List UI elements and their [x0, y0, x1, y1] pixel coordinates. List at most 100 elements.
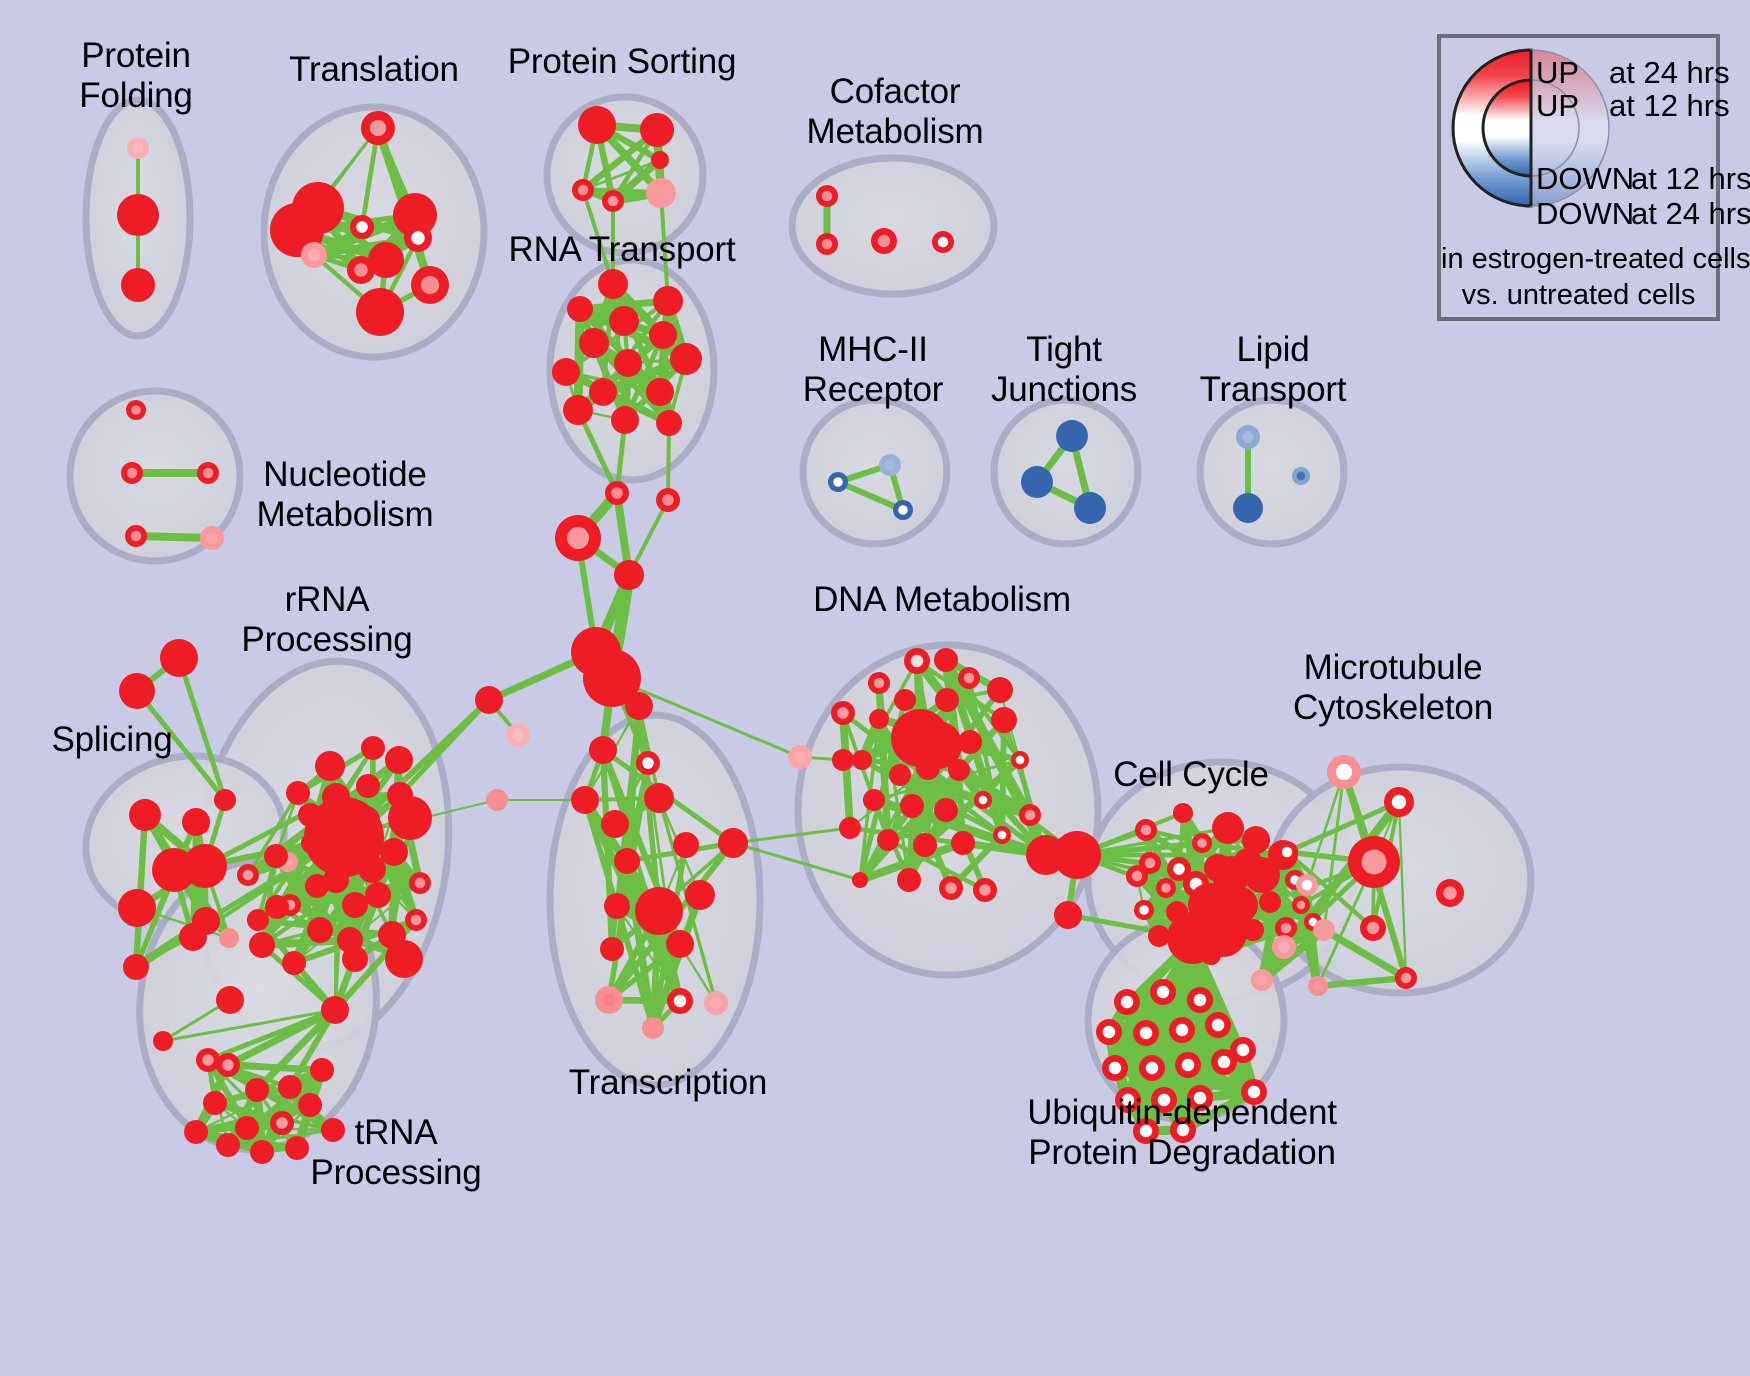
network-node[interactable] — [249, 932, 275, 958]
network-node[interactable] — [1259, 891, 1281, 913]
network-node[interactable] — [160, 639, 198, 677]
network-node[interactable] — [788, 745, 812, 769]
network-node[interactable] — [1236, 425, 1260, 449]
network-node[interactable] — [121, 268, 155, 302]
network-node[interactable] — [125, 525, 147, 547]
network-node[interactable] — [286, 781, 310, 805]
network-node[interactable] — [871, 228, 897, 254]
network-node[interactable] — [951, 831, 975, 855]
network-node[interactable] — [270, 1111, 294, 1135]
network-node[interactable] — [323, 867, 349, 893]
network-node[interactable] — [411, 266, 449, 304]
network-node[interactable] — [1102, 1055, 1128, 1081]
network-node[interactable] — [1134, 900, 1154, 920]
network-node[interactable] — [1313, 919, 1335, 941]
network-node[interactable] — [571, 786, 599, 814]
network-node[interactable] — [673, 832, 699, 858]
network-node[interactable] — [1156, 878, 1176, 898]
network-node[interactable] — [197, 462, 219, 484]
network-node[interactable] — [1233, 493, 1263, 523]
network-node[interactable] — [1175, 1052, 1201, 1078]
network-node[interactable] — [385, 940, 423, 978]
network-node[interactable] — [991, 707, 1017, 733]
network-node[interactable] — [816, 233, 838, 255]
network-node[interactable] — [614, 560, 644, 590]
network-node[interactable] — [904, 648, 930, 674]
network-node[interactable] — [636, 751, 660, 775]
network-node[interactable] — [1204, 854, 1232, 882]
network-node[interactable] — [1276, 841, 1298, 863]
network-node[interactable] — [974, 791, 992, 809]
network-node[interactable] — [342, 946, 368, 972]
network-node[interactable] — [321, 996, 349, 1024]
network-node[interactable] — [385, 746, 413, 774]
network-node[interactable] — [1173, 803, 1193, 823]
network-node[interactable] — [651, 151, 669, 169]
network-node[interactable] — [1096, 1019, 1122, 1045]
network-node[interactable] — [1205, 1012, 1231, 1038]
network-node[interactable] — [347, 256, 375, 284]
network-node[interactable] — [219, 928, 239, 948]
network-node[interactable] — [893, 500, 913, 520]
network-node[interactable] — [117, 194, 159, 236]
network-node[interactable] — [1167, 857, 1191, 881]
network-node[interactable] — [1169, 1017, 1195, 1043]
network-node[interactable] — [282, 951, 306, 975]
network-node[interactable] — [486, 789, 508, 811]
network-node[interactable] — [121, 462, 143, 484]
network-node[interactable] — [1021, 466, 1053, 498]
network-node[interactable] — [653, 286, 683, 316]
network-node[interactable] — [614, 349, 642, 377]
network-node[interactable] — [973, 878, 997, 902]
network-node[interactable] — [216, 1133, 240, 1157]
network-node[interactable] — [203, 1091, 227, 1115]
network-node[interactable] — [307, 917, 333, 943]
network-node[interactable] — [1234, 848, 1262, 876]
network-node[interactable] — [1296, 874, 1318, 896]
network-node[interactable] — [869, 709, 889, 729]
network-node[interactable] — [1292, 467, 1310, 485]
network-node[interactable] — [247, 909, 269, 931]
network-node[interactable] — [646, 378, 674, 406]
network-node[interactable] — [1187, 1085, 1213, 1111]
network-node[interactable] — [1275, 917, 1297, 939]
network-node[interactable] — [583, 649, 641, 707]
network-node[interactable] — [1150, 979, 1176, 1005]
network-node[interactable] — [405, 909, 427, 931]
network-node[interactable] — [278, 1075, 302, 1099]
network-node[interactable] — [393, 193, 437, 237]
network-node[interactable] — [361, 736, 385, 760]
network-node[interactable] — [993, 826, 1011, 844]
network-node[interactable] — [301, 242, 327, 268]
network-node[interactable] — [123, 954, 149, 980]
network-node[interactable] — [934, 648, 958, 672]
network-node[interactable] — [649, 321, 677, 349]
network-node[interactable] — [118, 889, 156, 927]
network-node[interactable] — [831, 701, 855, 725]
network-node[interactable] — [609, 306, 639, 336]
network-node[interactable] — [310, 1058, 334, 1082]
network-node[interactable] — [1054, 901, 1082, 929]
network-node[interactable] — [1011, 751, 1029, 769]
network-node[interactable] — [119, 673, 155, 709]
network-node[interactable] — [863, 789, 885, 811]
network-node[interactable] — [704, 991, 728, 1015]
network-node[interactable] — [1133, 1118, 1159, 1144]
network-node[interactable] — [600, 937, 624, 961]
network-node[interactable] — [250, 1140, 274, 1164]
network-node[interactable] — [298, 803, 322, 827]
network-node[interactable] — [1192, 833, 1212, 853]
network-node[interactable] — [380, 838, 408, 866]
network-node[interactable] — [611, 406, 639, 434]
network-node[interactable] — [642, 1017, 664, 1039]
network-node[interactable] — [1436, 879, 1464, 907]
network-node[interactable] — [646, 178, 676, 208]
network-node[interactable] — [1384, 787, 1414, 817]
network-node[interactable] — [126, 400, 146, 420]
network-node[interactable] — [1148, 925, 1170, 947]
network-node[interactable] — [1395, 967, 1417, 989]
network-node[interactable] — [245, 1078, 269, 1102]
network-node[interactable] — [555, 515, 601, 561]
network-node[interactable] — [1126, 865, 1148, 887]
network-node[interactable] — [987, 677, 1013, 703]
